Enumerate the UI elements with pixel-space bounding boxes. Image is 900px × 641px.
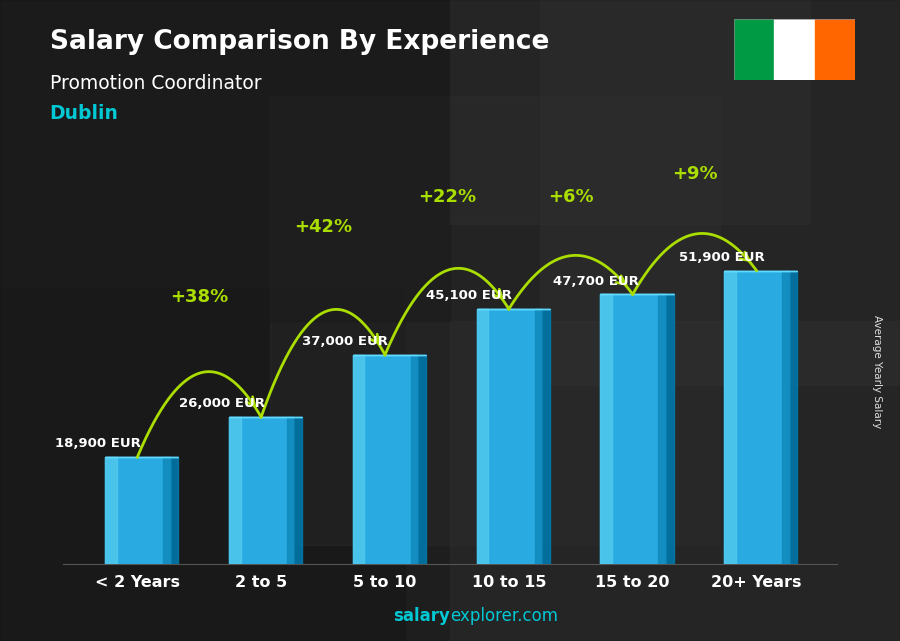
Polygon shape [788,271,797,564]
Text: 45,100 EUR: 45,100 EUR [427,289,512,302]
Bar [105,457,169,564]
Bar [450,320,900,641]
Text: 51,900 EUR: 51,900 EUR [679,251,765,263]
Text: Salary Comparison By Experience: Salary Comparison By Experience [50,29,549,55]
Bar [105,457,117,564]
Bar [353,355,364,564]
Bar [0,288,405,641]
Bar [0,0,450,320]
Polygon shape [169,457,178,564]
Text: +6%: +6% [548,188,594,206]
Polygon shape [418,355,426,564]
Bar [270,96,720,545]
Bar [229,417,240,564]
Text: +38%: +38% [170,288,229,306]
Text: salary: salary [393,607,450,625]
Bar [659,294,665,564]
Bar [724,271,736,564]
Text: 37,000 EUR: 37,000 EUR [302,335,389,348]
Text: +22%: +22% [418,188,476,206]
Bar [724,271,788,564]
Bar [734,19,774,80]
Bar [782,271,788,564]
Bar [163,457,169,564]
Bar [477,309,541,564]
Text: explorer.com: explorer.com [450,607,558,625]
Bar [535,309,541,564]
Text: +9%: +9% [671,165,717,183]
Text: 26,000 EUR: 26,000 EUR [178,397,265,410]
Text: 47,700 EUR: 47,700 EUR [553,274,638,288]
Bar [540,0,900,385]
Bar [287,417,293,564]
Text: Dublin: Dublin [50,104,119,123]
Polygon shape [293,417,302,564]
Bar [410,355,418,564]
Bar [600,294,612,564]
Polygon shape [541,309,550,564]
Polygon shape [665,294,673,564]
Bar [450,0,810,224]
Text: +42%: +42% [294,218,352,236]
Bar [229,417,293,564]
Bar [477,309,488,564]
Bar [353,355,418,564]
Bar [814,19,855,80]
Bar [600,294,665,564]
Text: 18,900 EUR: 18,900 EUR [55,437,140,451]
Text: Promotion Coordinator: Promotion Coordinator [50,74,261,93]
Text: Average Yearly Salary: Average Yearly Salary [872,315,883,428]
Bar [774,19,814,80]
